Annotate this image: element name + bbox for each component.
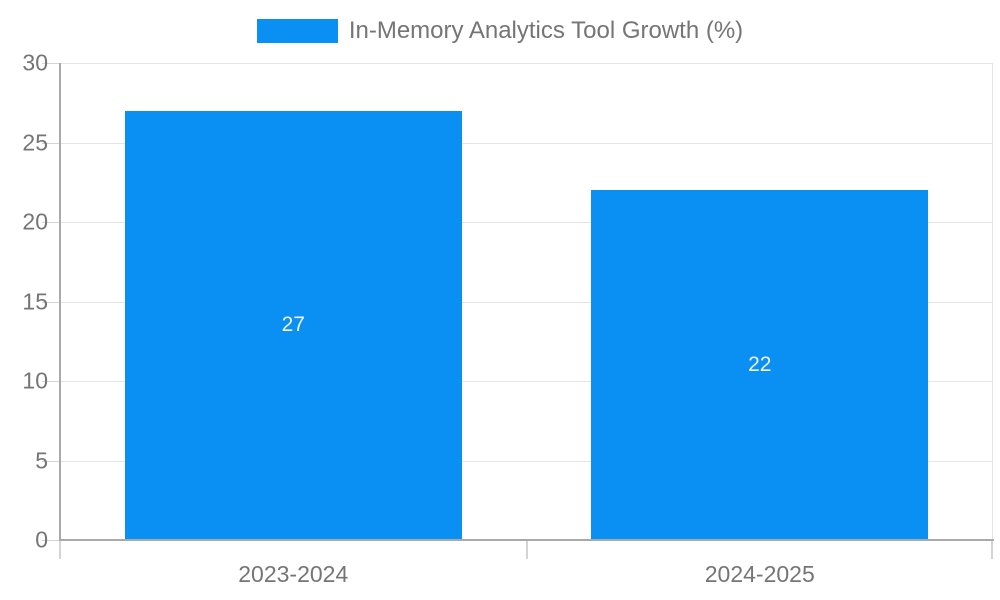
y-tick-label: 20: [22, 208, 48, 235]
legend-label: In-Memory Analytics Tool Growth (%): [348, 17, 744, 44]
right-edge-gridline: [992, 63, 993, 540]
bar-value-label: 27: [281, 313, 305, 337]
y-tick-mark: [42, 381, 60, 382]
y-tick-label: 30: [22, 49, 48, 76]
bar: 22: [591, 190, 929, 540]
y-tick-mark: [42, 222, 60, 223]
x-tick-mark: [991, 541, 993, 559]
y-tick-mark: [42, 540, 60, 541]
y-gridline: [60, 301, 993, 303]
y-gridline: [60, 63, 993, 64]
legend: In-Memory Analytics Tool Growth (%): [0, 19, 1000, 43]
x-tick-mark: [59, 541, 61, 559]
x-tick-label: 2023-2024: [238, 561, 349, 587]
x-tick-mark: [525, 541, 528, 559]
y-gridline: [60, 142, 993, 144]
legend-swatch: [256, 19, 338, 43]
y-tick-label: 10: [22, 367, 48, 394]
bar: 27: [124, 110, 462, 540]
plot-area: 27 22: [60, 63, 993, 540]
y-tick-label: 25: [22, 129, 48, 155]
y-tick-label: 15: [22, 288, 48, 314]
bar-value-label: 22: [748, 353, 772, 377]
y-axis-line: [59, 63, 61, 540]
x-tick-label: 2024-2025: [704, 561, 815, 587]
y-tick-mark: [42, 460, 60, 462]
y-tick-mark: [42, 301, 60, 303]
x-axis-line: [59, 539, 994, 541]
y-tick-mark: [42, 142, 60, 144]
y-tick-mark: [42, 63, 60, 64]
y-gridline: [60, 222, 993, 223]
y-tick-label: 0: [35, 526, 48, 553]
y-gridline: [60, 460, 993, 462]
y-tick-label: 5: [35, 447, 48, 473]
y-gridline: [60, 381, 993, 382]
